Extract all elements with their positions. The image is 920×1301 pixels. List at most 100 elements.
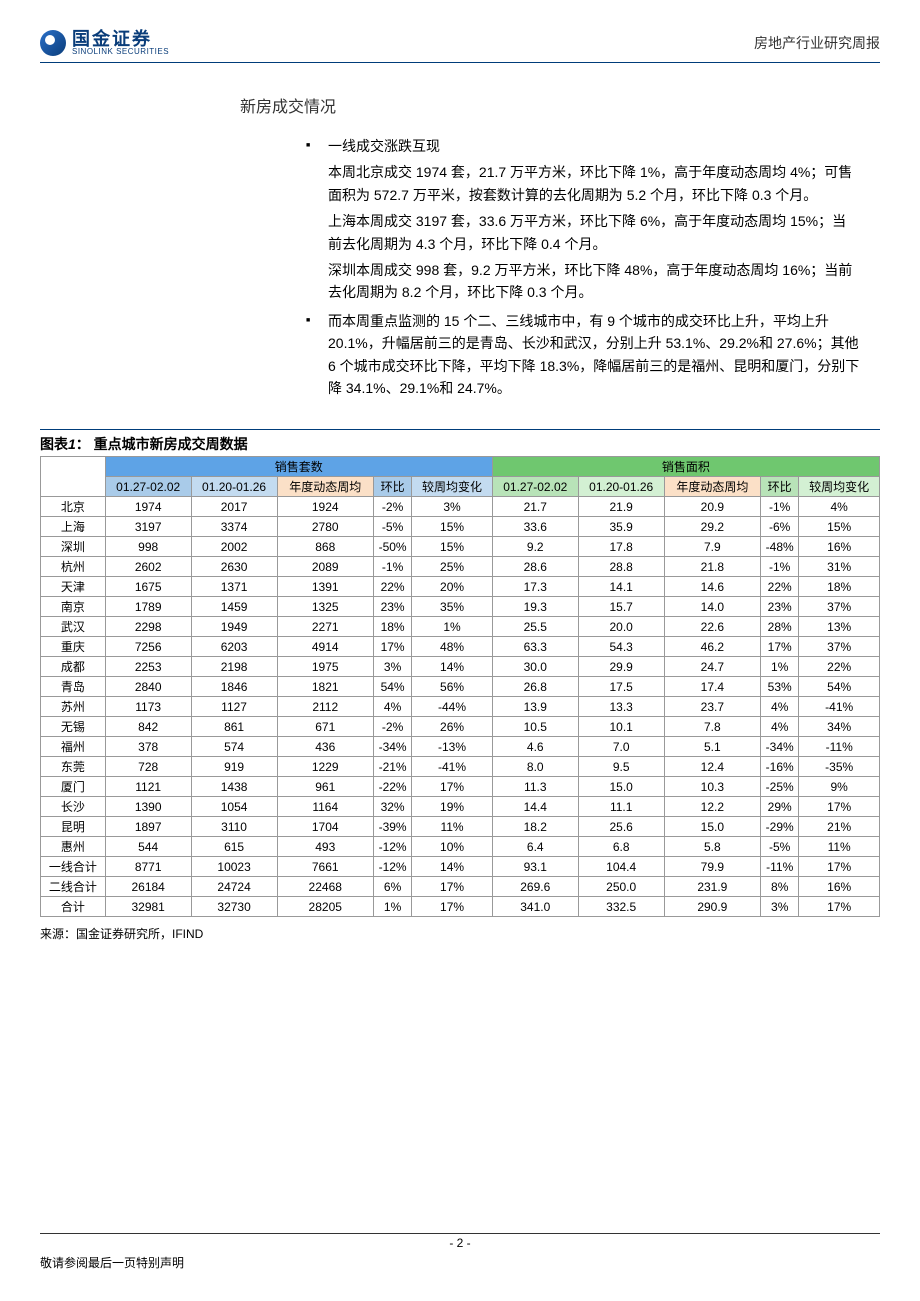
cell-qty: 6%: [373, 877, 411, 897]
a-col2: 01.20-01.26: [578, 477, 664, 497]
cell-area: 14.1: [578, 577, 664, 597]
cell-qty: 14%: [412, 657, 493, 677]
cell-area: 14.6: [664, 577, 760, 597]
cell-city: 昆明: [41, 817, 106, 837]
bullet-1-p3: 深圳本周成交 998 套，9.2 万平方米，环比下降 48%，高于年度动态周均 …: [328, 259, 860, 304]
cell-qty: 574: [191, 737, 277, 757]
bullet-block: 一线成交涨跌互现 本周北京成交 1974 套，21.7 万平方米，环比下降 1%…: [300, 135, 860, 399]
q-col2: 01.20-01.26: [191, 477, 277, 497]
table-row: 重庆72566203491417%48%63.354.346.217%37%: [41, 637, 880, 657]
cell-area: 6.4: [492, 837, 578, 857]
cell-area: 28%: [761, 617, 799, 637]
cell-qty: 1897: [105, 817, 191, 837]
table-row: 苏州1173112721124%-44%13.913.323.74%-41%: [41, 697, 880, 717]
table-row: 武汉22981949227118%1%25.520.022.628%13%: [41, 617, 880, 637]
table-row: 东莞7289191229-21%-41%8.09.512.4-16%-35%: [41, 757, 880, 777]
cell-qty: 3%: [373, 657, 411, 677]
section-title: 新房成交情况: [240, 93, 880, 117]
cell-city: 惠州: [41, 837, 106, 857]
cell-qty: 1%: [373, 897, 411, 917]
cell-qty: 3374: [191, 517, 277, 537]
cell-area: 30.0: [492, 657, 578, 677]
cell-qty: 1438: [191, 777, 277, 797]
cell-qty: 28205: [277, 897, 373, 917]
cell-qty: -13%: [412, 737, 493, 757]
cell-area: 23%: [761, 597, 799, 617]
cell-qty: 54%: [373, 677, 411, 697]
cell-city: 上海: [41, 517, 106, 537]
cell-area: 20.0: [578, 617, 664, 637]
cell-area: -1%: [761, 497, 799, 517]
table-source: 来源：国金证券研究所，IFIND: [40, 925, 880, 942]
footer: - 2 - 敬请参阅最后一页特别声明: [40, 1233, 880, 1271]
cell-area: 5.8: [664, 837, 760, 857]
cell-area: 33.6: [492, 517, 578, 537]
cell-city: 杭州: [41, 557, 106, 577]
cell-area: 54.3: [578, 637, 664, 657]
cell-area: 17.3: [492, 577, 578, 597]
cell-qty: 10%: [412, 837, 493, 857]
cell-city: 南京: [41, 597, 106, 617]
cell-area: 4.6: [492, 737, 578, 757]
cell-area: 231.9: [664, 877, 760, 897]
q-col5: 较周均变化: [412, 477, 493, 497]
cell-qty: 20%: [412, 577, 493, 597]
cell-area: 5.1: [664, 737, 760, 757]
cell-qty: 2602: [105, 557, 191, 577]
cell-area: 25.5: [492, 617, 578, 637]
cell-area: 28.6: [492, 557, 578, 577]
cell-area: 34%: [799, 717, 880, 737]
cell-city: 一线合计: [41, 857, 106, 877]
cell-area: 8%: [761, 877, 799, 897]
cell-area: 26.8: [492, 677, 578, 697]
cell-qty: 19%: [412, 797, 493, 817]
cell-area: 11.1: [578, 797, 664, 817]
cell-area: 290.9: [664, 897, 760, 917]
table-row: 无锡842861671-2%26%10.510.17.84%34%: [41, 717, 880, 737]
cell-area: -35%: [799, 757, 880, 777]
cell-area: 93.1: [492, 857, 578, 877]
cell-area: 4%: [799, 497, 880, 517]
cell-qty: 2017: [191, 497, 277, 517]
cell-area: 10.5: [492, 717, 578, 737]
a-col3: 年度动态周均: [664, 477, 760, 497]
cell-city: 武汉: [41, 617, 106, 637]
cell-area: 11%: [799, 837, 880, 857]
cell-qty: 1975: [277, 657, 373, 677]
cell-city: 东莞: [41, 757, 106, 777]
cell-qty: 7661: [277, 857, 373, 877]
logo-icon: [40, 30, 66, 56]
cell-area: 29.2: [664, 517, 760, 537]
cell-qty: 493: [277, 837, 373, 857]
cell-city: 合计: [41, 897, 106, 917]
cell-area: 269.6: [492, 877, 578, 897]
cell-area: 29%: [761, 797, 799, 817]
cell-qty: 728: [105, 757, 191, 777]
data-table: 销售套数 销售面积 01.27-02.02 01.20-01.26 年度动态周均…: [40, 456, 880, 917]
table-row: 杭州260226302089-1%25%28.628.821.8-1%31%: [41, 557, 880, 577]
cell-qty: 17%: [412, 897, 493, 917]
cell-qty: 1974: [105, 497, 191, 517]
cell-qty: -34%: [373, 737, 411, 757]
bullet-1-title: 一线成交涨跌互现: [328, 138, 440, 154]
cell-area: 13.3: [578, 697, 664, 717]
cell-qty: 2630: [191, 557, 277, 577]
cell-qty: -50%: [373, 537, 411, 557]
cell-area: -6%: [761, 517, 799, 537]
table-row: 长沙13901054116432%19%14.411.112.229%17%: [41, 797, 880, 817]
cell-qty: 544: [105, 837, 191, 857]
cell-qty: 1846: [191, 677, 277, 697]
cell-qty: 2198: [191, 657, 277, 677]
table-row: 成都2253219819753%14%30.029.924.71%22%: [41, 657, 880, 677]
cell-qty: 2089: [277, 557, 373, 577]
cell-qty: 2840: [105, 677, 191, 697]
cell-area: 20.9: [664, 497, 760, 517]
cell-qty: 1325: [277, 597, 373, 617]
cell-qty: 1821: [277, 677, 373, 697]
cell-qty: 4%: [373, 697, 411, 717]
cell-area: 14.4: [492, 797, 578, 817]
cell-area: 17%: [799, 897, 880, 917]
cell-area: 6.8: [578, 837, 664, 857]
cell-qty: 26184: [105, 877, 191, 897]
cell-area: -25%: [761, 777, 799, 797]
